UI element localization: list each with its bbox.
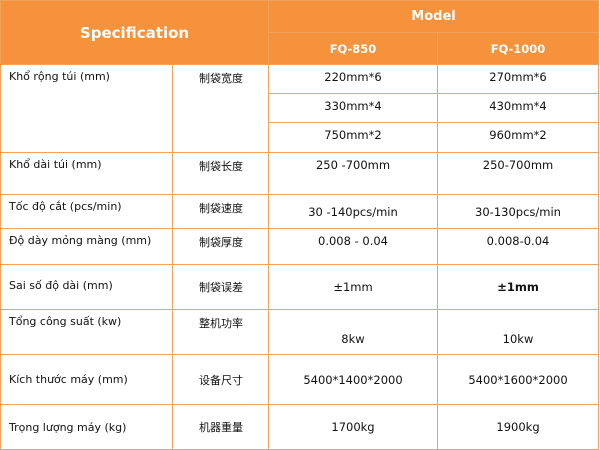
row-label-vi-cut-speed: Tốc độ cắt (pcs/min) bbox=[0, 194, 173, 229]
value-cell: 430mm*4 bbox=[436, 93, 600, 123]
row-label-vi-machine-weight: Trọng lượng máy (kg) bbox=[0, 404, 173, 450]
row-label-cn-machine-weight: 机器重量 bbox=[172, 404, 269, 450]
row-label-vi-bag-length: Khổ dài túi (mm) bbox=[0, 152, 173, 195]
value-cell: 5400*1400*2000 bbox=[268, 354, 438, 405]
value-cell: 1900kg bbox=[436, 404, 600, 450]
row-label-vi-machine-size: Kích thước máy (mm) bbox=[0, 354, 173, 405]
value-cell: 8kw bbox=[268, 309, 438, 355]
value-cell: 10kw bbox=[436, 309, 600, 355]
row-label-cn-bag-width: 制袋宽度 bbox=[172, 64, 269, 153]
row-label-cn-machine-size: 设备尺寸 bbox=[172, 354, 269, 405]
value-cell: 0.008 - 0.04 bbox=[268, 228, 438, 265]
row-label-cn-cut-speed: 制袋速度 bbox=[172, 194, 269, 229]
model-header: Model bbox=[267, 0, 600, 33]
value-cell: 960mm*2 bbox=[436, 122, 600, 153]
row-label-vi-film-thickness: Độ dày mỏng màng (mm) bbox=[0, 228, 173, 265]
value-cell: 1700kg bbox=[268, 404, 438, 450]
specification-title: Specification bbox=[0, 0, 269, 65]
value-cell: 220mm*6 bbox=[268, 64, 438, 94]
value-cell: 5400*1600*2000 bbox=[436, 354, 600, 405]
value-cell: ±1mm bbox=[268, 264, 438, 310]
value-cell: 250-700mm bbox=[436, 152, 600, 195]
value-cell: 30 -140pcs/min bbox=[268, 194, 438, 229]
row-label-vi-bag-width: Khổ rộng túi (mm) bbox=[0, 64, 173, 153]
row-label-cn-film-thickness: 制袋厚度 bbox=[172, 228, 269, 265]
value-cell: 250 -700mm bbox=[268, 152, 438, 195]
value-cell: 270mm*6 bbox=[436, 64, 600, 94]
value-cell: 750mm*2 bbox=[268, 122, 438, 153]
model-fq-850: FQ-850 bbox=[268, 32, 438, 65]
row-label-cn-bag-length: 制袋长度 bbox=[172, 152, 269, 195]
row-label-cn-total-power: 整机功率 bbox=[172, 309, 269, 355]
row-label-vi-length-tolerance: Sai số độ dài (mm) bbox=[0, 264, 173, 310]
value-cell: ±1mm bbox=[436, 264, 600, 310]
row-label-vi-total-power: Tổng công suất (kw) bbox=[0, 309, 173, 355]
value-cell: 0.008-0.04 bbox=[436, 228, 600, 265]
row-label-cn-length-tolerance: 制袋误差 bbox=[172, 264, 269, 310]
value-cell: 30-130pcs/min bbox=[436, 194, 600, 229]
value-cell: 330mm*4 bbox=[268, 93, 438, 123]
model-fq-1000: FQ-1000 bbox=[436, 32, 600, 65]
